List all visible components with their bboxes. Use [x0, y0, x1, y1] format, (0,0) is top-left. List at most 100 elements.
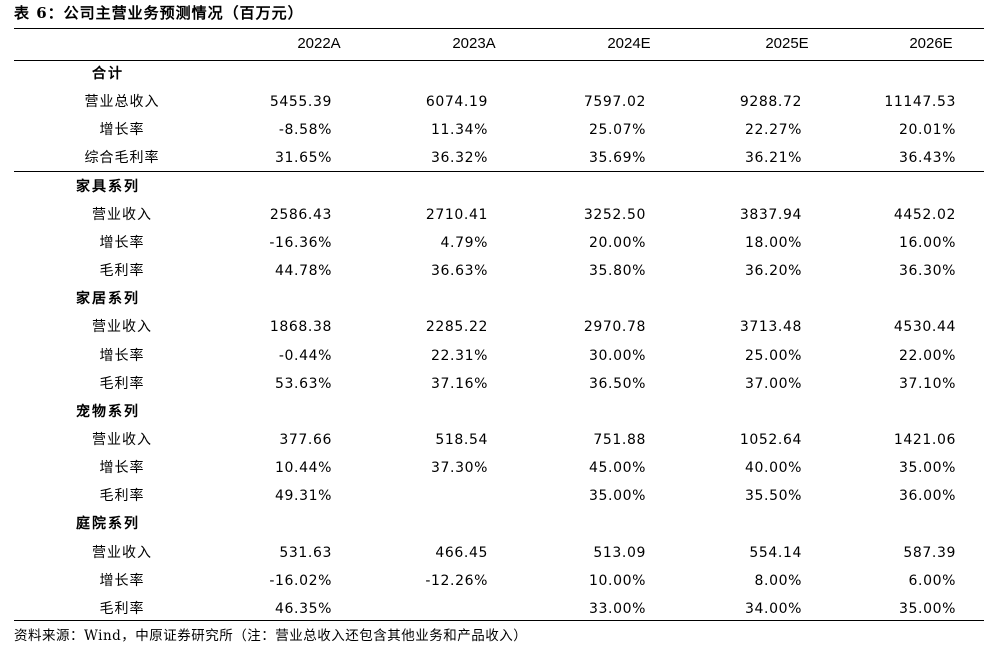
value-cell: 49.31%	[275, 488, 332, 505]
value-cell	[370, 595, 488, 623]
group-label: 宠物系列	[76, 403, 140, 420]
total-separator-rule	[14, 171, 984, 172]
column-header-2024e: 2024E	[607, 35, 651, 52]
value-cell: 36.50%	[589, 375, 646, 392]
value-cell: 2710.41	[425, 206, 488, 223]
value-cell: 44.78%	[275, 263, 332, 280]
value-cell: 22.31%	[431, 347, 488, 364]
value-cell: 2586.43	[269, 206, 332, 223]
row-label: 毛利率	[99, 600, 145, 617]
row-label: 营业收入	[92, 206, 152, 223]
table-row: 毛利率 49.31% 35.00% 35.50% 36.00%	[14, 482, 984, 510]
value-cell: 1421.06	[893, 431, 956, 448]
value-cell: 45.00%	[589, 460, 646, 477]
value-cell: 34.00%	[745, 600, 802, 617]
table-row: 营业收入 377.66 518.54 751.88 1052.64 1421.06	[14, 426, 984, 454]
value-cell: -12.26%	[425, 572, 488, 589]
header-row: 2022A 2023A 2024E 2025E 2026E	[14, 30, 984, 58]
value-cell: 37.16%	[431, 375, 488, 392]
table-row: 毛利率 44.78% 36.63% 35.80% 36.20% 36.30%	[14, 257, 984, 285]
value-cell: 9288.72	[739, 94, 802, 111]
column-header-2023a: 2023A	[452, 35, 496, 52]
value-cell: 6074.19	[425, 94, 488, 111]
row-label: 营业收入	[92, 319, 152, 336]
value-cell: -0.44%	[278, 347, 332, 364]
table-row: 增长率 -16.36% 4.79% 20.00% 18.00% 16.00%	[14, 229, 984, 257]
value-cell: 11.34%	[431, 122, 488, 139]
column-header-2025e: 2025E	[765, 35, 809, 52]
value-cell: 10.00%	[589, 572, 646, 589]
value-cell: 37.00%	[745, 375, 802, 392]
value-cell: 46.35%	[275, 600, 332, 617]
value-cell: 22.00%	[899, 347, 956, 364]
value-cell: 37.30%	[431, 460, 488, 477]
value-cell: 36.00%	[899, 488, 956, 505]
top-rule	[14, 28, 984, 29]
value-cell: 6.00%	[908, 572, 956, 589]
value-cell: 31.65%	[275, 150, 332, 167]
value-cell: 554.14	[749, 544, 802, 561]
value-cell	[370, 482, 488, 510]
value-cell: 53.63%	[275, 375, 332, 392]
row-label: 增长率	[99, 234, 145, 251]
value-cell: -16.36%	[269, 234, 332, 251]
value-cell: 36.43%	[899, 150, 956, 167]
value-cell: 35.50%	[745, 488, 802, 505]
value-cell: 35.00%	[899, 600, 956, 617]
value-cell: 377.66	[279, 431, 332, 448]
table-row: 营业收入 1868.38 2285.22 2970.78 3713.48 4530.44	[14, 313, 984, 341]
group-row: 宠物系列	[14, 398, 984, 426]
table-row: 增长率 -16.02% -12.26% 10.00% 8.00% 6.00%	[14, 567, 984, 595]
value-cell: 35.00%	[899, 460, 956, 477]
value-cell: 587.39	[903, 544, 956, 561]
group-row: 家具系列	[14, 173, 984, 201]
value-cell: 2285.22	[425, 319, 488, 336]
value-cell: 1052.64	[739, 431, 802, 448]
header-rule	[14, 60, 984, 61]
value-cell: 40.00%	[745, 460, 802, 477]
value-cell: 11147.53	[884, 94, 956, 111]
value-cell: 36.63%	[431, 263, 488, 280]
value-cell: 2970.78	[583, 319, 646, 336]
value-cell: 466.45	[435, 544, 488, 561]
row-label: 营业总收入	[84, 94, 160, 111]
value-cell: 3252.50	[583, 206, 646, 223]
source-note: 资料来源：Wind，中原证券研究所（注：营业总收入还包含其他业务和产品收入）	[14, 628, 528, 644]
value-cell: 35.69%	[589, 150, 646, 167]
table-row: 营业收入 2586.43 2710.41 3252.50 3837.94 4452.02	[14, 201, 984, 229]
value-cell: 36.21%	[745, 150, 802, 167]
value-cell: 20.01%	[899, 122, 956, 139]
row-label: 毛利率	[99, 263, 145, 280]
table-row: 增长率 -8.58% 11.34% 25.07% 22.27% 20.01%	[14, 116, 984, 144]
table-row: 营业总收入 5455.39 6074.19 7597.02 9288.72 11147.5…	[14, 88, 984, 116]
value-cell: 37.10%	[899, 375, 956, 392]
value-cell: 25.00%	[745, 347, 802, 364]
group-row: 家居系列	[14, 285, 984, 313]
table-row: 增长率 -0.44% 22.31% 30.00% 25.00% 22.00%	[14, 342, 984, 370]
row-label: 营业收入	[92, 431, 152, 448]
group-row: 合计	[14, 60, 984, 88]
value-cell: 3713.48	[739, 319, 802, 336]
group-label: 合计	[92, 66, 124, 82]
value-cell: 1868.38	[269, 319, 332, 336]
value-cell: 3837.94	[739, 206, 802, 223]
group-label: 家居系列	[76, 291, 140, 308]
row-label: 营业收入	[92, 544, 152, 561]
bottom-rule	[14, 620, 984, 621]
value-cell: 30.00%	[589, 347, 646, 364]
row-label: 增长率	[99, 347, 145, 364]
value-cell: 25.07%	[589, 122, 646, 139]
value-cell: 22.27%	[745, 122, 802, 139]
row-label: 毛利率	[99, 375, 145, 392]
row-label: 增长率	[99, 572, 145, 589]
table-row: 毛利率 46.35% 33.00% 34.00% 35.00%	[14, 595, 984, 623]
row-label: 综合毛利率	[84, 150, 160, 167]
value-cell: 8.00%	[754, 572, 802, 589]
value-cell: -8.58%	[278, 122, 332, 139]
value-cell: 36.30%	[899, 263, 956, 280]
value-cell: 5455.39	[269, 94, 332, 111]
table-row: 综合毛利率 31.65% 36.32% 35.69% 36.21% 36.43%	[14, 144, 984, 172]
column-header-2026e: 2026E	[909, 35, 953, 52]
row-label: 增长率	[99, 122, 145, 139]
